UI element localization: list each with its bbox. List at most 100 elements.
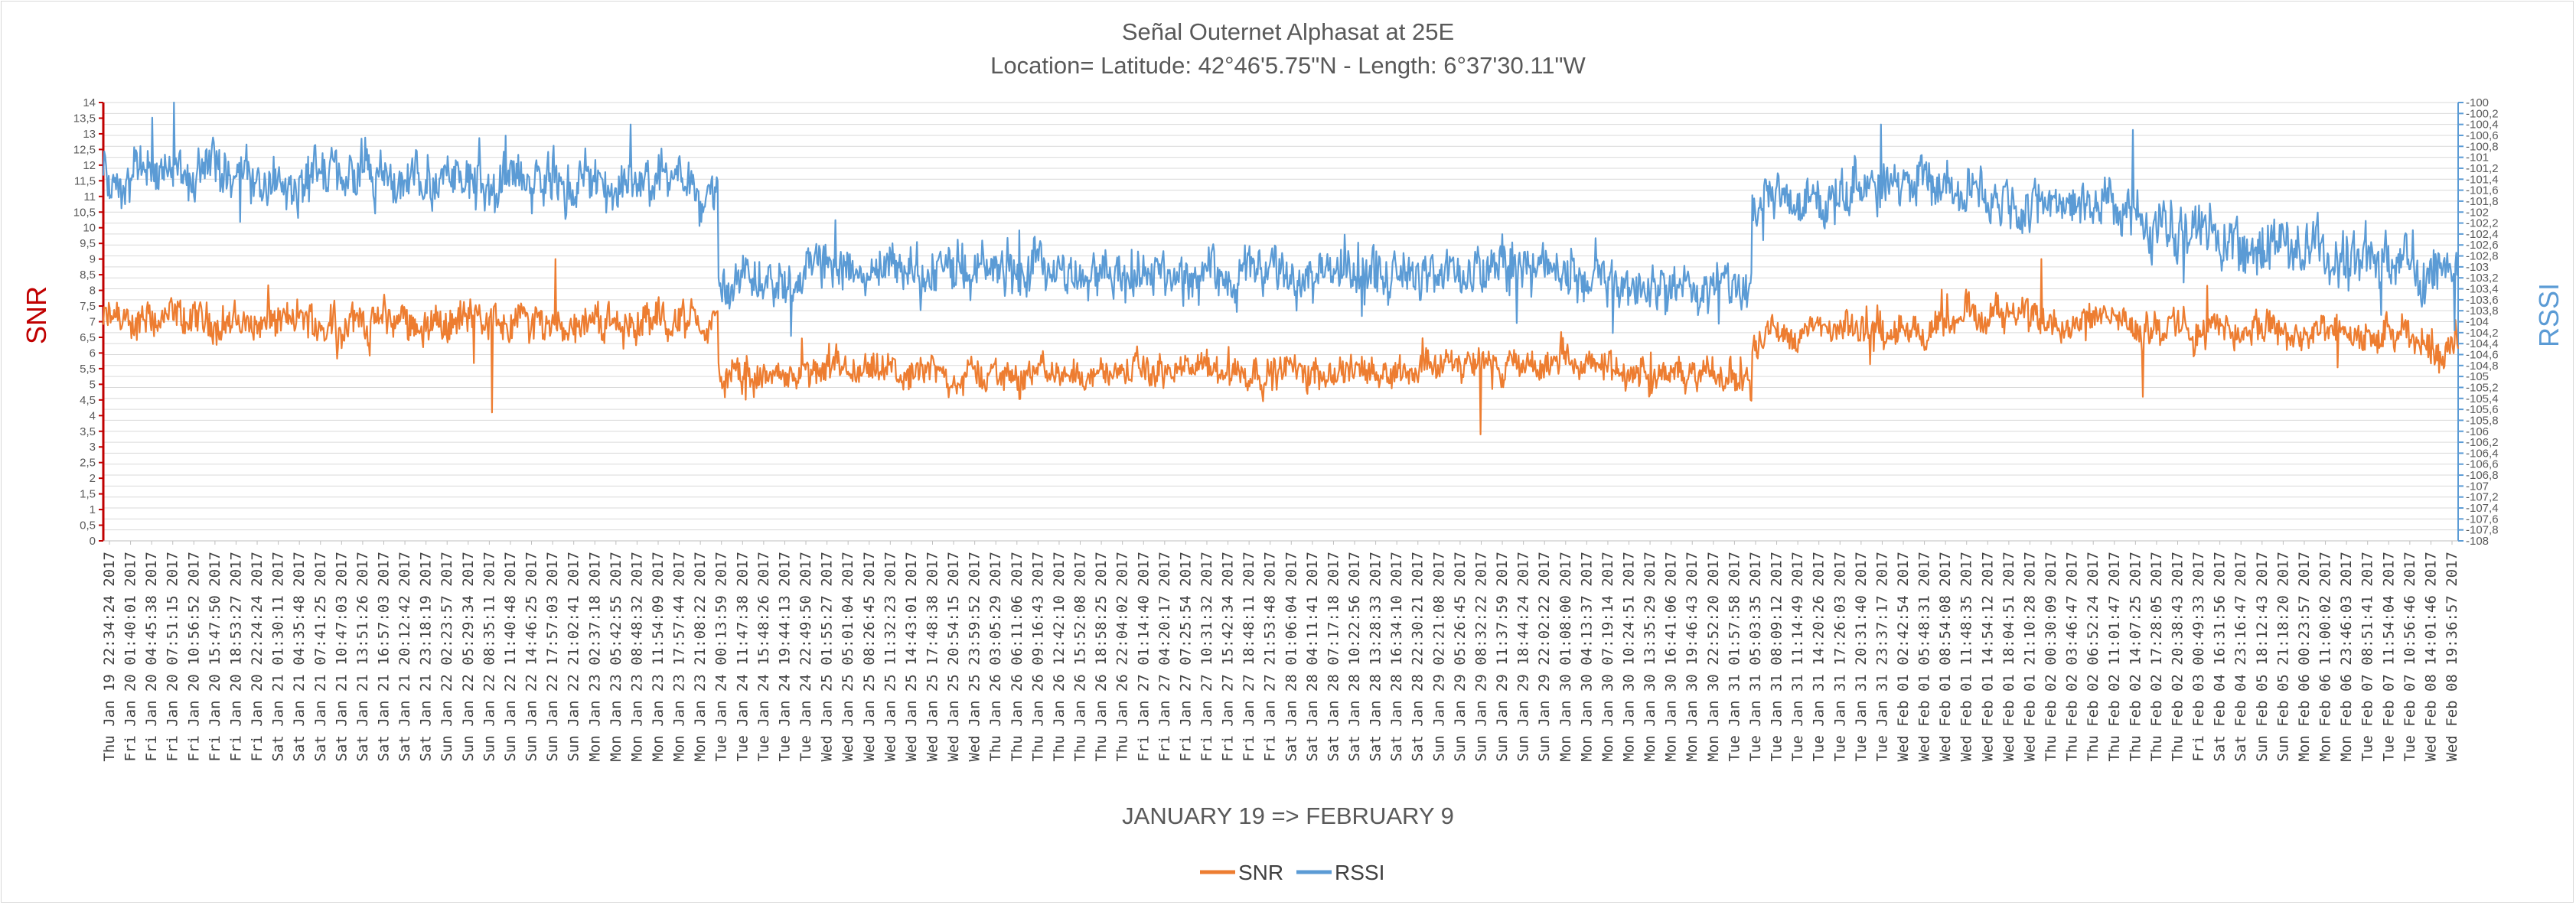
right-tick-label: -106 xyxy=(2466,425,2489,438)
right-tick-label: -105,4 xyxy=(2466,392,2499,405)
x-tick-label: Fri Jan 27 01:14:40 2017 xyxy=(1135,552,1152,762)
left-tick-label: 13,5 xyxy=(73,112,96,125)
x-tick-label: Sat Feb 04 23:16:47 2017 xyxy=(2232,552,2249,762)
right-tick-label: -103,4 xyxy=(2466,283,2499,296)
right-tick-label: -102,8 xyxy=(2466,250,2499,263)
legend-label-rssi: RSSI xyxy=(1335,861,1384,884)
x-tick-label: Wed Jan 25 05:01:04 2017 xyxy=(840,552,856,762)
left-tick-label: 9,5 xyxy=(80,237,96,250)
left-tick-label: 12 xyxy=(83,159,96,172)
x-tick-label: Mon Jan 30 07:19:14 2017 xyxy=(1599,552,1616,762)
right-tick-label: -102,2 xyxy=(2466,217,2499,230)
x-tick-label: Thu Feb 02 03:46:47 2017 xyxy=(2064,552,2081,762)
x-tick-label: Fri Jan 27 10:31:32 2017 xyxy=(1198,552,1215,762)
right-tick-label: -103,8 xyxy=(2466,304,2499,317)
x-tick-label: Sun Feb 05 21:18:20 2017 xyxy=(2274,552,2291,762)
x-tick-label: Sun Jan 22 08:35:11 2017 xyxy=(481,552,497,762)
x-tick-label: Sun Jan 22 05:29:34 2017 xyxy=(460,552,477,762)
right-tick-label: -100,2 xyxy=(2466,107,2499,120)
x-tick-label: Tue Feb 07 08:51:41 2017 xyxy=(2359,552,2376,762)
x-tick-label: Sun Feb 05 18:12:43 2017 xyxy=(2254,552,2271,762)
x-tick-label: Thu Jan 26 12:42:10 2017 xyxy=(1051,552,1068,762)
left-tick-label: 6 xyxy=(90,347,96,360)
right-tick-label: -105,8 xyxy=(2466,414,2499,427)
x-tick-label: Tue Jan 24 15:48:26 2017 xyxy=(755,552,772,762)
right-tick-label: -107,8 xyxy=(2466,524,2499,537)
left-tick-label: 14 xyxy=(83,96,96,109)
left-tick-label: 11 xyxy=(83,190,96,203)
x-tick-label: Sat Jan 28 10:22:56 2017 xyxy=(1346,552,1363,762)
x-tick-label: Sat Jan 21 01:30:11 2017 xyxy=(270,552,287,762)
left-tick-label: 2,5 xyxy=(80,457,96,470)
left-tick-label: 5,5 xyxy=(80,363,96,376)
right-tick-label: -101,8 xyxy=(2466,195,2499,208)
legend: SNR RSSI xyxy=(1200,861,1384,884)
x-tick-label: Tue Jan 31 23:37:17 2017 xyxy=(1873,552,1890,762)
x-tick-label: Mon Jan 30 19:46:43 2017 xyxy=(1684,552,1700,762)
x-tick-label: Sun Jan 29 02:21:08 2017 xyxy=(1430,552,1447,762)
x-tick-label: Sun Jan 22 14:46:25 2017 xyxy=(523,552,540,762)
right-tick-label: -100,4 xyxy=(2466,119,2499,132)
x-tick-label: Tue Jan 24 00:13:59 2017 xyxy=(713,552,730,762)
right-tick-label: -107,2 xyxy=(2466,491,2499,504)
left-tick-label: 3 xyxy=(90,441,96,454)
x-tick-label: Sat Jan 21 07:41:25 2017 xyxy=(312,552,329,762)
y-axis-title: SNR xyxy=(21,286,52,344)
left-tick-label: 1,5 xyxy=(80,488,96,501)
x-tick-label: Thu Jan 26 22:04:02 2017 xyxy=(1114,552,1131,762)
x-tick-label: Tue Jan 24 11:47:38 2017 xyxy=(734,552,751,762)
x-tick-label: Thu Feb 02 17:28:05 2017 xyxy=(2148,552,2165,762)
x-tick-label: Sun Jan 22 17:57:03 2017 xyxy=(544,552,561,762)
x-tick-label: Fri Jan 27 15:42:34 2017 xyxy=(1220,552,1237,762)
x-tick-label: Fri Jan 20 18:53:27 2017 xyxy=(227,552,244,762)
x-tick-label: Tue Jan 31 17:26:03 2017 xyxy=(1831,552,1848,762)
x-tick-label: Fri Jan 20 07:51:15 2017 xyxy=(165,552,181,762)
x-tick-label: Tue Jan 24 19:44:13 2017 xyxy=(776,552,793,762)
left-tick-label: 8,5 xyxy=(80,269,96,282)
right-tick-label: -101,2 xyxy=(2466,162,2499,175)
x-tick-label: Mon Jan 23 11:54:09 2017 xyxy=(650,552,667,762)
x-tick-label: Tue Jan 24 22:49:50 2017 xyxy=(797,552,814,762)
left-tick-label: 10 xyxy=(83,222,96,235)
x-tick-label: Tue Feb 07 10:56:46 2017 xyxy=(2402,552,2418,762)
right-tick-label: -106,4 xyxy=(2466,447,2499,460)
x-tick-label: Thu Jan 26 06:11:06 2017 xyxy=(1009,552,1026,762)
x-tick-label: Thu Jan 26 03:05:29 2017 xyxy=(987,552,1004,762)
x-tick-label: Fri Jan 20 22:24:24 2017 xyxy=(249,552,266,762)
x-tick-label: Sat Feb 04 16:31:56 2017 xyxy=(2212,552,2229,762)
x-tick-label: Sun Jan 29 05:26:45 2017 xyxy=(1452,552,1469,762)
x-tick-label: Fri Jan 27 07:25:54 2017 xyxy=(1177,552,1194,762)
right-tick-label: -103,6 xyxy=(2466,294,2499,307)
y2-axis-title: RSSI xyxy=(2533,283,2565,347)
x-tick-label: Sat Jan 28 16:34:10 2017 xyxy=(1388,552,1405,762)
x-tick-label: Mon Jan 23 02:37:18 2017 xyxy=(586,552,603,762)
left-tick-label: 0 xyxy=(90,535,96,548)
x-tick-label: Fri Jan 20 10:56:52 2017 xyxy=(185,552,202,762)
left-tick-label: 1 xyxy=(90,503,96,516)
x-tick-label: Tue Jan 31 08:09:12 2017 xyxy=(1769,552,1785,762)
x-tick-label: Mon Jan 30 10:24:51 2017 xyxy=(1621,552,1638,762)
x-tick-label: Mon Jan 30 13:35:29 2017 xyxy=(1642,552,1658,762)
x-tick-label: Sat Jan 28 13:28:33 2017 xyxy=(1368,552,1384,762)
left-tick-label: 7,5 xyxy=(80,300,96,313)
right-tick-label: -100,6 xyxy=(2466,129,2499,142)
x-tick-label: Sat Jan 21 23:18:19 2017 xyxy=(418,552,435,762)
x-tick-label: Mon Jan 23 21:08:22 2017 xyxy=(692,552,709,762)
x-tick-label: Wed Feb 01 18:04:51 2017 xyxy=(2000,552,2017,762)
x-tick-label: Wed Jan 25 08:26:45 2017 xyxy=(861,552,878,762)
x-tick-label: Sun Jan 22 02:23:57 2017 xyxy=(439,552,455,762)
x-tick-label: Sat Jan 28 01:06:04 2017 xyxy=(1283,552,1299,762)
right-tick-label: -101 xyxy=(2466,151,2489,164)
x-tick-label: Sat Jan 21 13:51:26 2017 xyxy=(354,552,371,762)
x-tick-label: Thu Feb 02 06:52:24 2017 xyxy=(2085,552,2102,762)
right-tick-label: -107,4 xyxy=(2466,502,2499,515)
x-tick-label: Thu Feb 02 00:30:09 2017 xyxy=(2043,552,2059,762)
x-tick-label: Wed Jan 25 17:48:38 2017 xyxy=(924,552,941,762)
x-tick-label: Sun Jan 29 11:37:59 2017 xyxy=(1494,552,1511,762)
left-tick-label: 4,5 xyxy=(80,394,96,407)
left-tick-label: 4 xyxy=(90,409,96,422)
x-tick-label: Sat Jan 28 22:30:21 2017 xyxy=(1410,552,1427,762)
left-tick-label: 13 xyxy=(83,128,96,141)
left-tick-label: 3,5 xyxy=(80,425,96,438)
right-tick-label: -105,2 xyxy=(2466,381,2499,394)
